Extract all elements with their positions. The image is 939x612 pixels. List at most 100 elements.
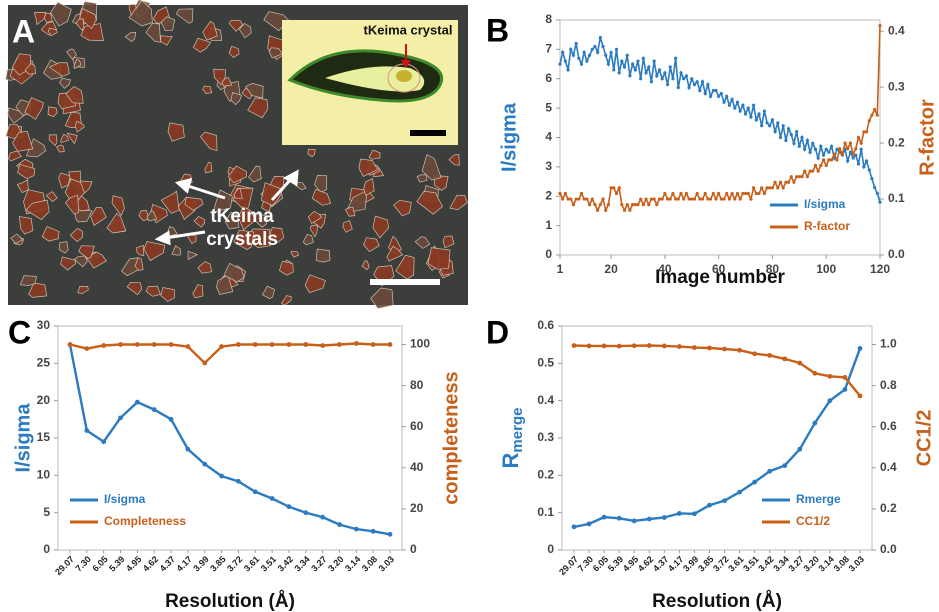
point: [612, 186, 616, 190]
point: [797, 144, 801, 148]
crystal: [145, 22, 161, 43]
point: [571, 53, 576, 57]
crystal: [160, 190, 180, 214]
crystal: [66, 132, 78, 145]
point: [714, 197, 718, 201]
point: [585, 59, 589, 63]
point: [614, 191, 619, 196]
x-tick-label: 4.17: [175, 554, 194, 573]
crystal: [197, 261, 213, 274]
point: [760, 124, 764, 128]
point: [644, 197, 648, 201]
point: [622, 208, 627, 212]
point: [644, 71, 648, 75]
point: [854, 147, 858, 151]
crystal: [395, 254, 415, 280]
crystal: [73, 209, 93, 223]
point: [867, 119, 871, 123]
point: [773, 180, 777, 184]
point: [569, 47, 573, 51]
crystal: [260, 182, 284, 206]
crystal: [58, 241, 69, 254]
point: [851, 152, 855, 156]
crystal: [268, 47, 283, 59]
crystal: [433, 175, 449, 191]
point: [827, 150, 831, 154]
y-axis-title: I/sigma: [498, 102, 520, 172]
crystal-texture: [5, 0, 468, 309]
x-tick-label: 100: [816, 262, 836, 276]
x-tick-label: 3.34: [292, 554, 311, 573]
y-tick-label: 0.5: [537, 356, 554, 370]
y2-tick-label: 0.2: [880, 501, 897, 515]
x-axis-title: Image number: [655, 267, 785, 288]
crystal: [47, 106, 58, 118]
x-tick-label: 3.42: [276, 554, 295, 573]
point: [711, 191, 715, 196]
point: [776, 121, 780, 125]
point: [727, 197, 732, 201]
point: [737, 489, 742, 495]
y-tick-label: 5: [545, 100, 552, 114]
point: [682, 77, 686, 81]
point: [320, 343, 326, 348]
point: [752, 351, 758, 357]
y-tick-label: 15: [37, 430, 51, 444]
point: [803, 169, 807, 173]
point: [781, 186, 785, 190]
x-tick-label: 7.30: [73, 554, 92, 573]
crystal: [134, 257, 144, 271]
point: [737, 347, 742, 353]
crystal: [65, 194, 80, 215]
point: [727, 103, 732, 107]
point: [571, 343, 577, 348]
point: [558, 191, 562, 196]
crystal: [50, 1, 72, 27]
point: [878, 23, 882, 28]
point: [842, 387, 848, 392]
point: [733, 106, 737, 110]
y2-tick-label: 0.4: [880, 460, 897, 474]
point: [854, 153, 858, 157]
crystal: [79, 7, 97, 30]
point: [811, 169, 815, 173]
point: [561, 197, 565, 201]
y2-tick-label: 40: [410, 460, 424, 474]
point: [585, 197, 589, 201]
point: [703, 191, 707, 196]
point: [706, 83, 710, 87]
point: [722, 498, 727, 504]
crystal: [421, 154, 442, 181]
crystal: [361, 259, 370, 271]
point: [663, 71, 667, 75]
crystal: [278, 260, 294, 276]
point: [843, 141, 847, 145]
point: [202, 461, 208, 467]
crystal: [78, 245, 95, 259]
y-axis-title: I/sigma: [12, 403, 34, 473]
point: [660, 77, 664, 81]
point: [792, 141, 796, 145]
point: [770, 186, 775, 190]
point: [622, 65, 627, 69]
series-line: [573, 344, 861, 397]
point: [646, 343, 652, 348]
point: [789, 132, 793, 137]
point: [851, 156, 855, 160]
point: [786, 180, 791, 184]
point: [606, 203, 611, 207]
x-tick-label: 29.07: [53, 554, 76, 577]
point: [857, 393, 863, 399]
point: [782, 463, 788, 469]
point: [606, 62, 611, 66]
crystal: [159, 35, 173, 46]
photo-label: tKeima: [210, 206, 274, 227]
point: [719, 197, 723, 201]
point: [590, 47, 594, 51]
crystal: [202, 20, 218, 41]
crystal: [199, 131, 218, 152]
y2-tick-label: 1.0: [880, 337, 897, 351]
point: [101, 343, 107, 348]
point: [652, 197, 656, 201]
point: [800, 135, 804, 140]
